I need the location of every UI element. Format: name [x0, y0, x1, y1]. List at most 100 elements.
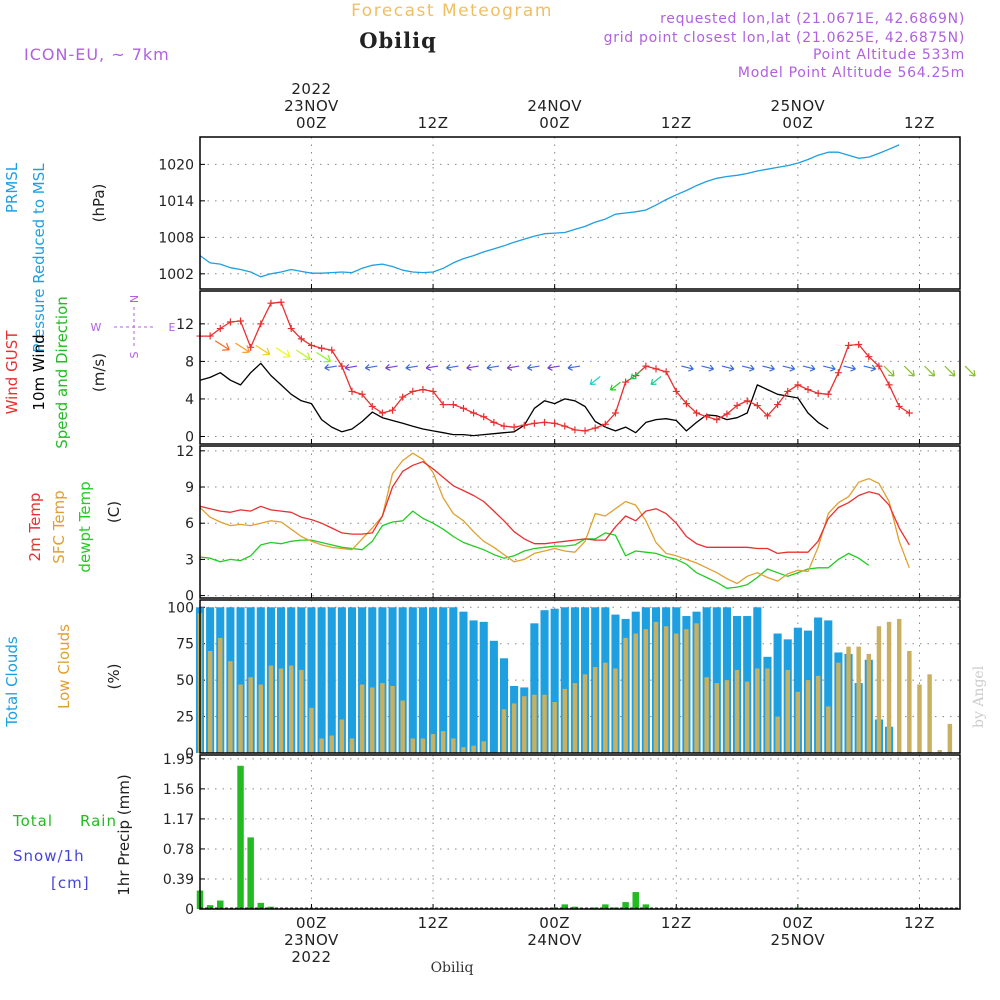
- total-cloud-bar: [479, 621, 488, 753]
- low-cloud-bar: [501, 709, 507, 753]
- gust-marker: [348, 387, 356, 395]
- gust-marker: [885, 381, 893, 389]
- gust-marker: [682, 400, 690, 408]
- rain-bar: [247, 837, 254, 909]
- wind-arrow: [445, 363, 459, 371]
- y-tick-label: 1.17: [163, 812, 194, 828]
- gust-marker: [834, 369, 842, 377]
- time-label-bottom: 2022: [291, 948, 331, 966]
- low-cloud-bar: [927, 674, 932, 753]
- gust-marker: [429, 387, 437, 395]
- gust-marker: [449, 401, 457, 409]
- dewpoint-label: dewpt Temp: [76, 481, 94, 572]
- low-cloud-bar: [410, 738, 416, 753]
- sfc-temp-label: SFC Temp: [50, 490, 68, 563]
- wind-arrow: [567, 363, 581, 371]
- compass-w: W: [91, 321, 102, 334]
- requested-coords: requested lon,lat (21.0671E, 42.6869N): [660, 11, 965, 27]
- gust-marker: [247, 343, 255, 351]
- time-label-bottom: 12Z: [661, 914, 692, 932]
- low-cloud-bar: [694, 623, 699, 753]
- gust-marker: [753, 402, 761, 410]
- wind-direction-arrows: [214, 340, 976, 391]
- total-cloud-bar: [358, 607, 367, 753]
- y-tick-label: 0.78: [163, 842, 194, 858]
- total-cloud-bar: [337, 607, 346, 753]
- low-cloud-bar: [805, 680, 811, 753]
- rain-bar: [622, 902, 629, 909]
- gust-marker: [226, 318, 234, 326]
- low-cloud-bar: [836, 662, 841, 753]
- model-label: ICON-EU, ~ 7km: [24, 45, 170, 64]
- compass-cross: [114, 307, 154, 347]
- low-cloud-bar: [370, 687, 375, 753]
- wind-arrow: [823, 364, 836, 372]
- total-cloud-bar: [408, 607, 417, 753]
- low-cloud-bar: [218, 637, 223, 753]
- credit: by Angel: [971, 665, 987, 728]
- wind-arrow: [405, 363, 418, 371]
- low-cloud-bar: [613, 668, 618, 753]
- low-cloud-bar: [724, 680, 730, 753]
- total-cloud-bar: [489, 640, 498, 753]
- low-cloud-bar: [795, 691, 801, 753]
- total-cloud-bar: [388, 607, 397, 753]
- gust-marker: [723, 410, 731, 418]
- gust-marker: [804, 386, 812, 394]
- gust-marker: [763, 412, 771, 420]
- low-cloud-bar: [856, 646, 861, 753]
- wind-arrow: [364, 363, 378, 371]
- gust-marker: [510, 423, 518, 431]
- wind-arrow: [506, 363, 520, 371]
- wind-arrow: [650, 375, 662, 386]
- wind-arrow: [802, 364, 816, 372]
- low-cloud-bar: [917, 684, 922, 753]
- wind-arrow: [344, 363, 358, 371]
- low-cloud-bar: [684, 629, 689, 753]
- low-cloud-bar: [907, 651, 912, 753]
- low-cloud-bar: [420, 738, 426, 753]
- low-cloud-bar: [603, 662, 608, 753]
- time-label-top: 2022: [291, 80, 331, 98]
- pressure-label-2: Pressure Reduced to MSL: [30, 163, 48, 353]
- total-cloud-bar: [560, 607, 569, 753]
- time-label-bottom: 00Z: [539, 914, 570, 932]
- low-cloud-bar: [866, 653, 872, 753]
- gust-marker: [814, 389, 822, 397]
- low-cloud-bar: [288, 665, 294, 753]
- gust-marker: [358, 390, 366, 398]
- gust-marker: [500, 422, 508, 430]
- gust-marker: [267, 299, 275, 307]
- total-cloud-bar: [499, 658, 509, 753]
- low-cloud-bar: [734, 669, 740, 753]
- gust-marker: [642, 362, 650, 370]
- low-cloud-bar: [461, 747, 466, 753]
- total-cloud-bar: [550, 608, 559, 753]
- total-cloud-bar: [347, 607, 357, 753]
- time-label-top: 24NOV: [527, 97, 582, 115]
- cloud-unit: (%): [105, 664, 123, 690]
- gust-marker: [378, 409, 386, 417]
- low-cloud-bar: [755, 668, 760, 753]
- gust-marker: [338, 362, 346, 370]
- low-cloud-bar: [258, 684, 264, 753]
- wind-gust-label: Wind GUST: [3, 330, 21, 415]
- grid-lines: [200, 137, 960, 910]
- gust-marker: [439, 401, 447, 409]
- wind-arrow: [924, 365, 936, 377]
- model-altitude: Model Point Altitude 564.25m: [738, 65, 965, 81]
- wind-arrow: [609, 381, 621, 391]
- low-cloud-label: Low Clouds: [55, 624, 73, 709]
- y-tick-label: 1008: [158, 230, 194, 246]
- low-cloud-bar: [511, 703, 517, 753]
- low-cloud-bar: [896, 618, 902, 753]
- low-cloud-bar: [430, 734, 436, 753]
- total-cloud-bar: [722, 607, 731, 753]
- total-cloud-bar: [327, 607, 336, 753]
- low-cloud-bar: [623, 637, 628, 753]
- low-cloud-bar: [451, 738, 456, 753]
- rain-bar: [237, 765, 244, 909]
- gust-marker: [297, 335, 305, 343]
- wind-arrow: [486, 363, 500, 371]
- gust-marker: [855, 341, 863, 349]
